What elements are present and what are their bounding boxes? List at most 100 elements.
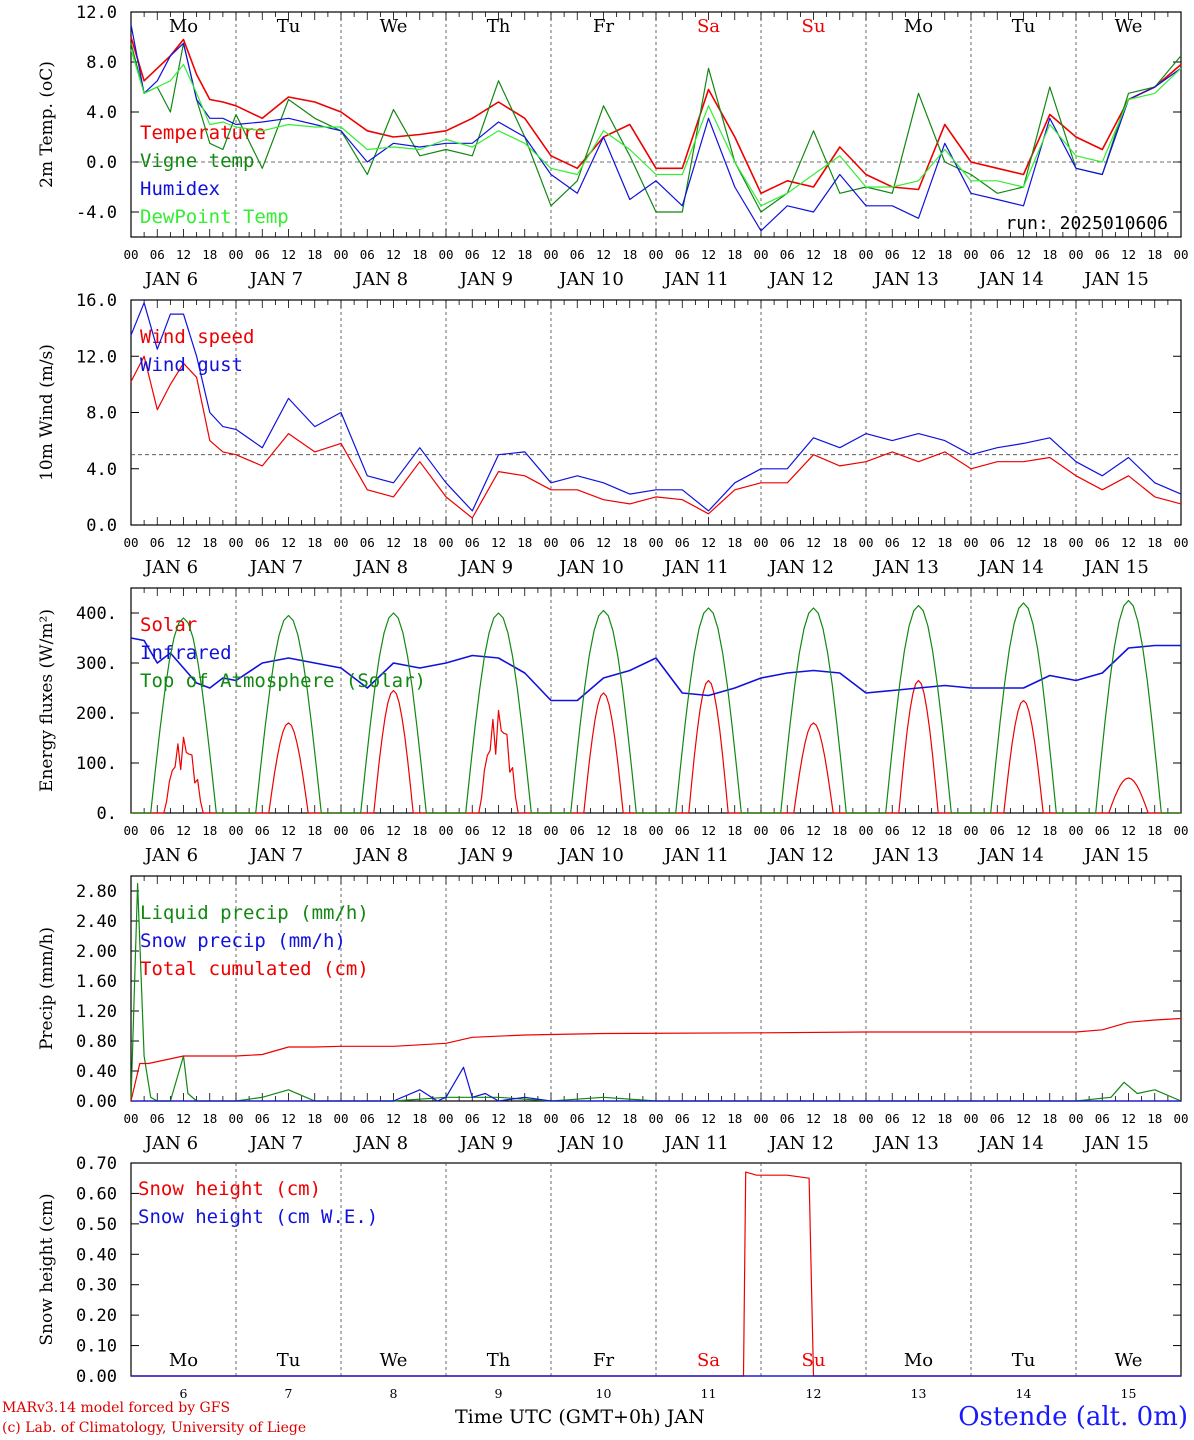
wind-date-label: JAN 11 <box>662 557 729 578</box>
temp-date-label: JAN 7 <box>248 269 303 290</box>
energy-legend-2: Top of Atmosphere (Solar) <box>140 670 426 692</box>
temp-day-name: Su <box>802 16 826 37</box>
energy-legend-0: Solar <box>140 614 197 636</box>
precip-hour-label: 06 <box>570 1111 585 1126</box>
wind-hour-label: 12 <box>1121 535 1136 550</box>
temp-date-label: JAN 13 <box>872 269 939 290</box>
snow-ylabel: Snow height (cm) <box>37 1193 57 1345</box>
wind-hour-label: 18 <box>1042 535 1057 550</box>
energy-hour-label: 12 <box>911 823 926 838</box>
energy-hour-label: 12 <box>1016 823 1031 838</box>
temp-hour-label: 12 <box>596 247 611 262</box>
precip-hour-label: 06 <box>990 1111 1005 1126</box>
snow-day-name: We <box>380 1350 408 1371</box>
snow-ytick-label: 0.20 <box>76 1306 117 1326</box>
temp-hour-label: 18 <box>202 247 217 262</box>
snow-ytick-label: 0.00 <box>76 1367 117 1387</box>
wind-hour-label: 06 <box>570 535 585 550</box>
wind-hour-label: 12 <box>176 535 191 550</box>
temp-series-3 <box>130 49 1182 207</box>
energy-hour-label: 12 <box>386 823 401 838</box>
energy-hour-label: 12 <box>491 823 506 838</box>
energy-hour-label: 00 <box>1173 823 1188 838</box>
temp-hour-label: 06 <box>360 247 375 262</box>
precip-hour-label: 06 <box>465 1111 480 1126</box>
station-label: Ostende (alt. 0m) <box>958 1402 1188 1432</box>
wind-hour-label: 06 <box>990 535 1005 550</box>
wind-date-label: JAN 15 <box>1082 557 1149 578</box>
precip-date-label: JAN 15 <box>1082 1133 1149 1154</box>
wind-hour-label: 18 <box>412 535 427 550</box>
energy-hour-label: 06 <box>465 823 480 838</box>
temp-ytick-label: 8.0 <box>86 53 117 73</box>
precip-hour-label: 06 <box>360 1111 375 1126</box>
snow-day-number: 11 <box>701 1386 717 1401</box>
temp-hour-label: 00 <box>123 247 138 262</box>
temp-hour-label: 06 <box>465 247 480 262</box>
snow-ytick-label: 0.40 <box>76 1245 117 1265</box>
wind-date-label: JAN 10 <box>557 557 624 578</box>
precip-hour-label: 06 <box>1095 1111 1110 1126</box>
precip-hour-label: 12 <box>1016 1111 1031 1126</box>
temp-hour-label: 12 <box>806 247 821 262</box>
wind-hour-label: 12 <box>281 535 296 550</box>
energy-hour-label: 18 <box>1147 823 1162 838</box>
energy-hour-label: 12 <box>701 823 716 838</box>
precip-ytick-label: 2.40 <box>76 912 117 932</box>
temp-hour-label: 18 <box>937 247 952 262</box>
temp-hour-label: 00 <box>858 247 873 262</box>
snow-ytick-label: 0.60 <box>76 1184 117 1204</box>
precip-hour-label: 12 <box>806 1111 821 1126</box>
wind-hour-label: 18 <box>307 535 322 550</box>
temp-hour-label: 18 <box>832 247 847 262</box>
snow-ytick-label: 0.10 <box>76 1337 117 1357</box>
precip-ytick-label: 2.00 <box>76 942 117 962</box>
precip-series-1 <box>131 1066 1181 1102</box>
precip-hour-label: 18 <box>1147 1111 1162 1126</box>
temp-hour-label: 00 <box>333 247 348 262</box>
energy-hour-label: 00 <box>648 823 663 838</box>
precip-hour-label: 18 <box>832 1111 847 1126</box>
wind-date-label: JAN 6 <box>143 557 198 578</box>
wind-hour-label: 00 <box>333 535 348 550</box>
precip-hour-label: 00 <box>1068 1111 1083 1126</box>
temp-day-name: Th <box>487 16 511 37</box>
wind-hour-label: 00 <box>1068 535 1083 550</box>
temp-hour-label: 00 <box>1068 247 1083 262</box>
energy-hour-label: 06 <box>570 823 585 838</box>
energy-hour-label: 12 <box>176 823 191 838</box>
precip-hour-label: 12 <box>911 1111 926 1126</box>
precip-ylabel: Precip (mm/h) <box>37 927 57 1050</box>
temp-hour-label: 06 <box>675 247 690 262</box>
temp-day-name: We <box>380 16 408 37</box>
energy-hour-label: 06 <box>885 823 900 838</box>
wind-series-0 <box>130 355 1182 519</box>
temp-hour-label: 06 <box>255 247 270 262</box>
temp-legend-3: DewPoint Temp <box>140 206 289 228</box>
temp-series-2 <box>130 24 1182 232</box>
temp-hour-label: 06 <box>990 247 1005 262</box>
energy-hour-label: 00 <box>543 823 558 838</box>
temp-hour-label: 00 <box>648 247 663 262</box>
wind-hour-label: 18 <box>622 535 637 550</box>
energy-hour-label: 00 <box>333 823 348 838</box>
temp-hour-label: 12 <box>386 247 401 262</box>
wind-hour-label: 18 <box>517 535 532 550</box>
precip-legend-1: Snow precip (mm/h) <box>140 930 346 952</box>
snow-day-name: Tu <box>277 1350 301 1371</box>
wind-legend-0: Wind speed <box>140 326 254 348</box>
precip-ytick-label: 0.00 <box>76 1092 117 1112</box>
precip-date-label: JAN 9 <box>458 1133 513 1154</box>
temp-ytick-label: 12.0 <box>76 3 117 23</box>
precip-hour-label: 18 <box>937 1111 952 1126</box>
wind-hour-label: 00 <box>858 535 873 550</box>
precip-hour-label: 06 <box>150 1111 165 1126</box>
energy-hour-label: 00 <box>1068 823 1083 838</box>
energy-hour-label: 00 <box>963 823 978 838</box>
energy-date-label: JAN 12 <box>767 845 834 866</box>
wind-hour-label: 12 <box>1016 535 1031 550</box>
energy-ytick-label: 200. <box>76 704 117 724</box>
precip-hour-label: 12 <box>701 1111 716 1126</box>
energy-hour-label: 00 <box>858 823 873 838</box>
